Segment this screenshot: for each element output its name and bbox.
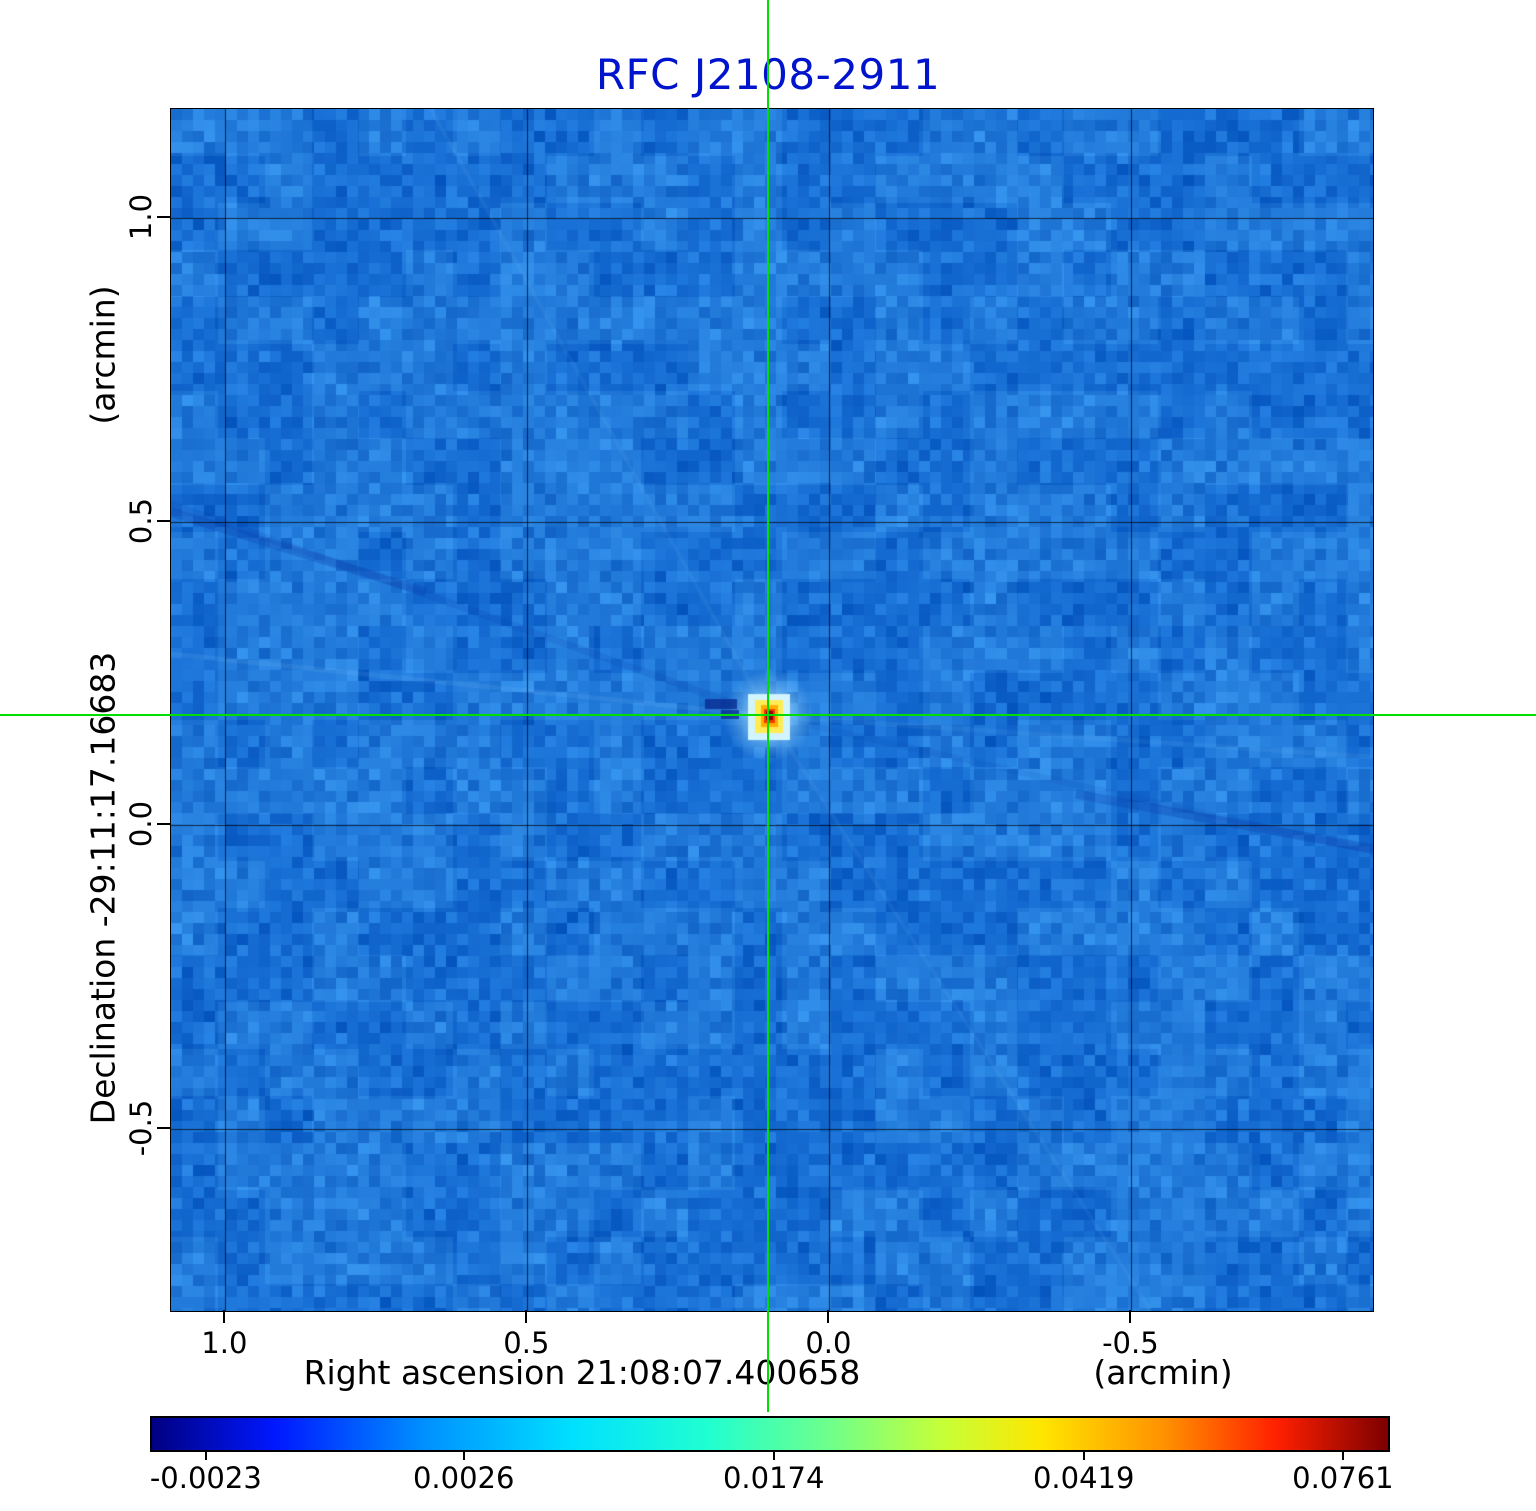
y-tick-mark (157, 216, 170, 219)
y-tick-mark (157, 1126, 170, 1129)
colorbar-tick-label: 0.0026 (412, 1461, 515, 1495)
colorbar-tick-label: 0.0174 (722, 1461, 825, 1495)
crosshair-horizontal-line (0, 714, 1536, 717)
colorbar-tick-label: 0.0419 (1032, 1461, 1135, 1495)
x-tick-mark (223, 1310, 226, 1323)
x-tick-label: -0.5 (1102, 1326, 1159, 1360)
x-tick-mark (827, 1310, 830, 1323)
colorbar-tick-mark (1341, 1452, 1344, 1460)
x-tick-label: 0.0 (805, 1326, 852, 1360)
y-tick-label: 1.0 (124, 194, 158, 241)
x-tick-mark (1129, 1310, 1132, 1323)
y-tick-label: -0.5 (124, 1099, 158, 1157)
y-tick-label: 0.0 (124, 801, 158, 848)
colorbar (150, 1416, 1390, 1452)
x-axis-label: Right ascension 21:08:07.400658 (303, 1353, 861, 1392)
y-tick-label: 0.5 (124, 497, 158, 544)
colorbar-tick-mark (204, 1452, 207, 1460)
y-tick-mark (157, 823, 170, 826)
colorbar-tick-mark (772, 1452, 775, 1460)
sky-map-canvas (170, 108, 1374, 1312)
x-tick-mark (525, 1310, 528, 1323)
colorbar-tick-mark (462, 1452, 465, 1460)
y-tick-mark (157, 519, 170, 522)
x-tick-label: 0.5 (503, 1326, 550, 1360)
colorbar-tick-label: 0.0761 (1292, 1461, 1394, 1495)
crosshair-vertical-line (766, 0, 769, 1412)
colorbar-tick-mark (1082, 1452, 1085, 1460)
y-axis-unit-label: (arcmin) (83, 285, 123, 425)
x-tick-label: 1.0 (201, 1326, 248, 1360)
y-axis-label: Declination -29:11:17.16683 (83, 651, 123, 1125)
x-axis-unit-label: (arcmin) (1093, 1353, 1233, 1392)
colorbar-tick-label: -0.0023 (149, 1461, 262, 1495)
